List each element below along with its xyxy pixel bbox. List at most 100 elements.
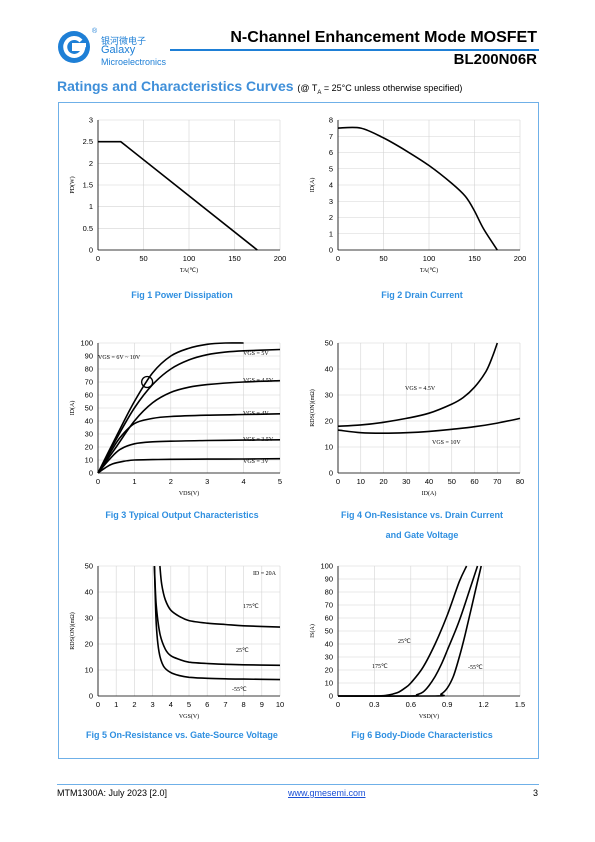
x-tick-label: 50 (379, 254, 387, 263)
x-tick-label: 30 (402, 477, 410, 486)
y-tick-label: 2 (89, 159, 93, 168)
footer-page-number: 3 (533, 788, 539, 798)
y-tick-label: 30 (325, 391, 333, 400)
series-label: 25℃ (398, 639, 411, 645)
x-tick-label: 1 (132, 477, 136, 486)
x-tick-label: 0 (336, 700, 340, 709)
y-tick-label: 50 (85, 404, 93, 413)
series-line-vgs-4v (97, 413, 281, 474)
series-line-vgs-4-5v (337, 342, 499, 427)
y-tick-label: 50 (85, 562, 93, 571)
y-tick-label: 6 (329, 148, 333, 157)
series-line--55- (337, 565, 482, 697)
y-tick-label: 0 (89, 246, 93, 255)
series-label: -55℃ (232, 687, 247, 693)
y-axis-label: IS(A) (309, 624, 316, 638)
series-label: VGS = 10V (432, 440, 461, 446)
x-tick-label: 10 (357, 477, 365, 486)
y-tick-label: 5 (329, 164, 333, 173)
series-line--55- (153, 565, 281, 681)
series-label: 175℃ (372, 664, 388, 670)
section-title-text: Ratings and Characteristics Curves (57, 78, 294, 94)
x-tick-label: 1 (114, 700, 118, 709)
x-tick-label: 0 (96, 477, 100, 486)
y-tick-label: 80 (85, 365, 93, 374)
x-tick-label: 2 (132, 700, 136, 709)
y-tick-label: 0 (329, 246, 333, 255)
fig3-caption: Fig 3 Typical Output Characteristics (105, 510, 259, 520)
x-tick-label: 20 (379, 477, 387, 486)
x-axis-label: TA(℃) (180, 267, 198, 274)
fig4-caption-line2: and Gate Voltage (385, 530, 459, 540)
y-tick-label: 3 (89, 116, 93, 125)
fig6-caption: Fig 6 Body-Diode Characteristics (351, 730, 493, 740)
x-tick-label: 200 (514, 254, 527, 263)
x-tick-label: 50 (448, 477, 456, 486)
y-tick-label: 50 (325, 339, 333, 348)
x-tick-label: 150 (468, 254, 481, 263)
series-line-vgs-4-5v (97, 379, 281, 474)
part-number: BL200N06R (453, 51, 537, 68)
y-tick-label: 30 (325, 653, 333, 662)
series-label: 25℃ (236, 648, 249, 654)
y-tick-label: 30 (85, 430, 93, 439)
y-tick-label: 0 (329, 469, 333, 478)
y-tick-label: 10 (325, 679, 333, 688)
x-tick-label: 10 (276, 700, 284, 709)
footer-divider (57, 784, 539, 785)
y-tick-label: 20 (85, 640, 93, 649)
y-tick-label: 100 (80, 339, 93, 348)
series-line-data (98, 140, 258, 251)
y-tick-label: 8 (329, 116, 333, 125)
section-title: Ratings and Characteristics Curves (@ TA… (57, 78, 462, 96)
series-line-data (337, 126, 498, 251)
x-axis-label: VGS(V) (179, 713, 199, 720)
x-axis-label: VSD(V) (419, 713, 439, 720)
y-axis-label: ID(A) (69, 401, 76, 416)
galaxy-logo-icon (58, 31, 90, 63)
series-label: -55℃ (468, 665, 483, 671)
y-tick-label: 2.5 (83, 137, 93, 146)
x-tick-label: 8 (242, 700, 246, 709)
section-conditions-sub: A (317, 89, 322, 96)
y-tick-label: 7 (329, 132, 333, 141)
x-tick-label: 6 (205, 700, 209, 709)
series-label: 175℃ (243, 604, 259, 610)
series-line-175- (159, 565, 281, 628)
x-tick-label: 0 (336, 254, 340, 263)
series-line-25- (153, 565, 281, 667)
series-line-vgs-5v (97, 348, 281, 474)
y-tick-label: 20 (325, 666, 333, 675)
y-tick-label: 40 (325, 640, 333, 649)
y-tick-label: 0 (89, 469, 93, 478)
x-tick-label: 3 (151, 700, 155, 709)
x-tick-label: 2 (169, 477, 173, 486)
logo-chinese-name: 银河微电子 (101, 37, 147, 47)
x-tick-label: 50 (139, 254, 147, 263)
y-tick-label: 2 (329, 213, 333, 222)
fig4-caption: Fig 4 On-Resistance vs. Drain Current (340, 510, 504, 520)
series-line-vgs-10v (337, 417, 521, 435)
registered-mark: ® (92, 28, 98, 35)
x-tick-label: 4 (169, 700, 173, 709)
logo-brand-name: Galaxy (101, 44, 136, 56)
x-tick-label: 60 (470, 477, 478, 486)
y-tick-label: 40 (325, 365, 333, 374)
footer-website-link[interactable]: www.gmesemi.com (288, 788, 366, 798)
y-tick-label: 60 (85, 391, 93, 400)
x-tick-label: 7 (223, 700, 227, 709)
logo-brand-subname: Microelectronics (101, 57, 167, 67)
section-conditions-a: (@ T (297, 83, 318, 93)
y-tick-label: 10 (325, 443, 333, 452)
y-tick-label: 10 (85, 666, 93, 675)
y-tick-label: 10 (85, 456, 93, 465)
y-tick-label: 1.5 (83, 181, 93, 190)
y-tick-label: 40 (85, 417, 93, 426)
x-tick-label: 100 (183, 254, 196, 263)
series-label: VGS = 4V (243, 411, 269, 417)
x-tick-label: 0.3 (369, 700, 379, 709)
x-tick-label: 0 (96, 254, 100, 263)
series-label: VGS = 3.5V (243, 437, 274, 443)
series-line-vgs-3v (97, 457, 281, 474)
y-tick-label: 90 (325, 575, 333, 584)
